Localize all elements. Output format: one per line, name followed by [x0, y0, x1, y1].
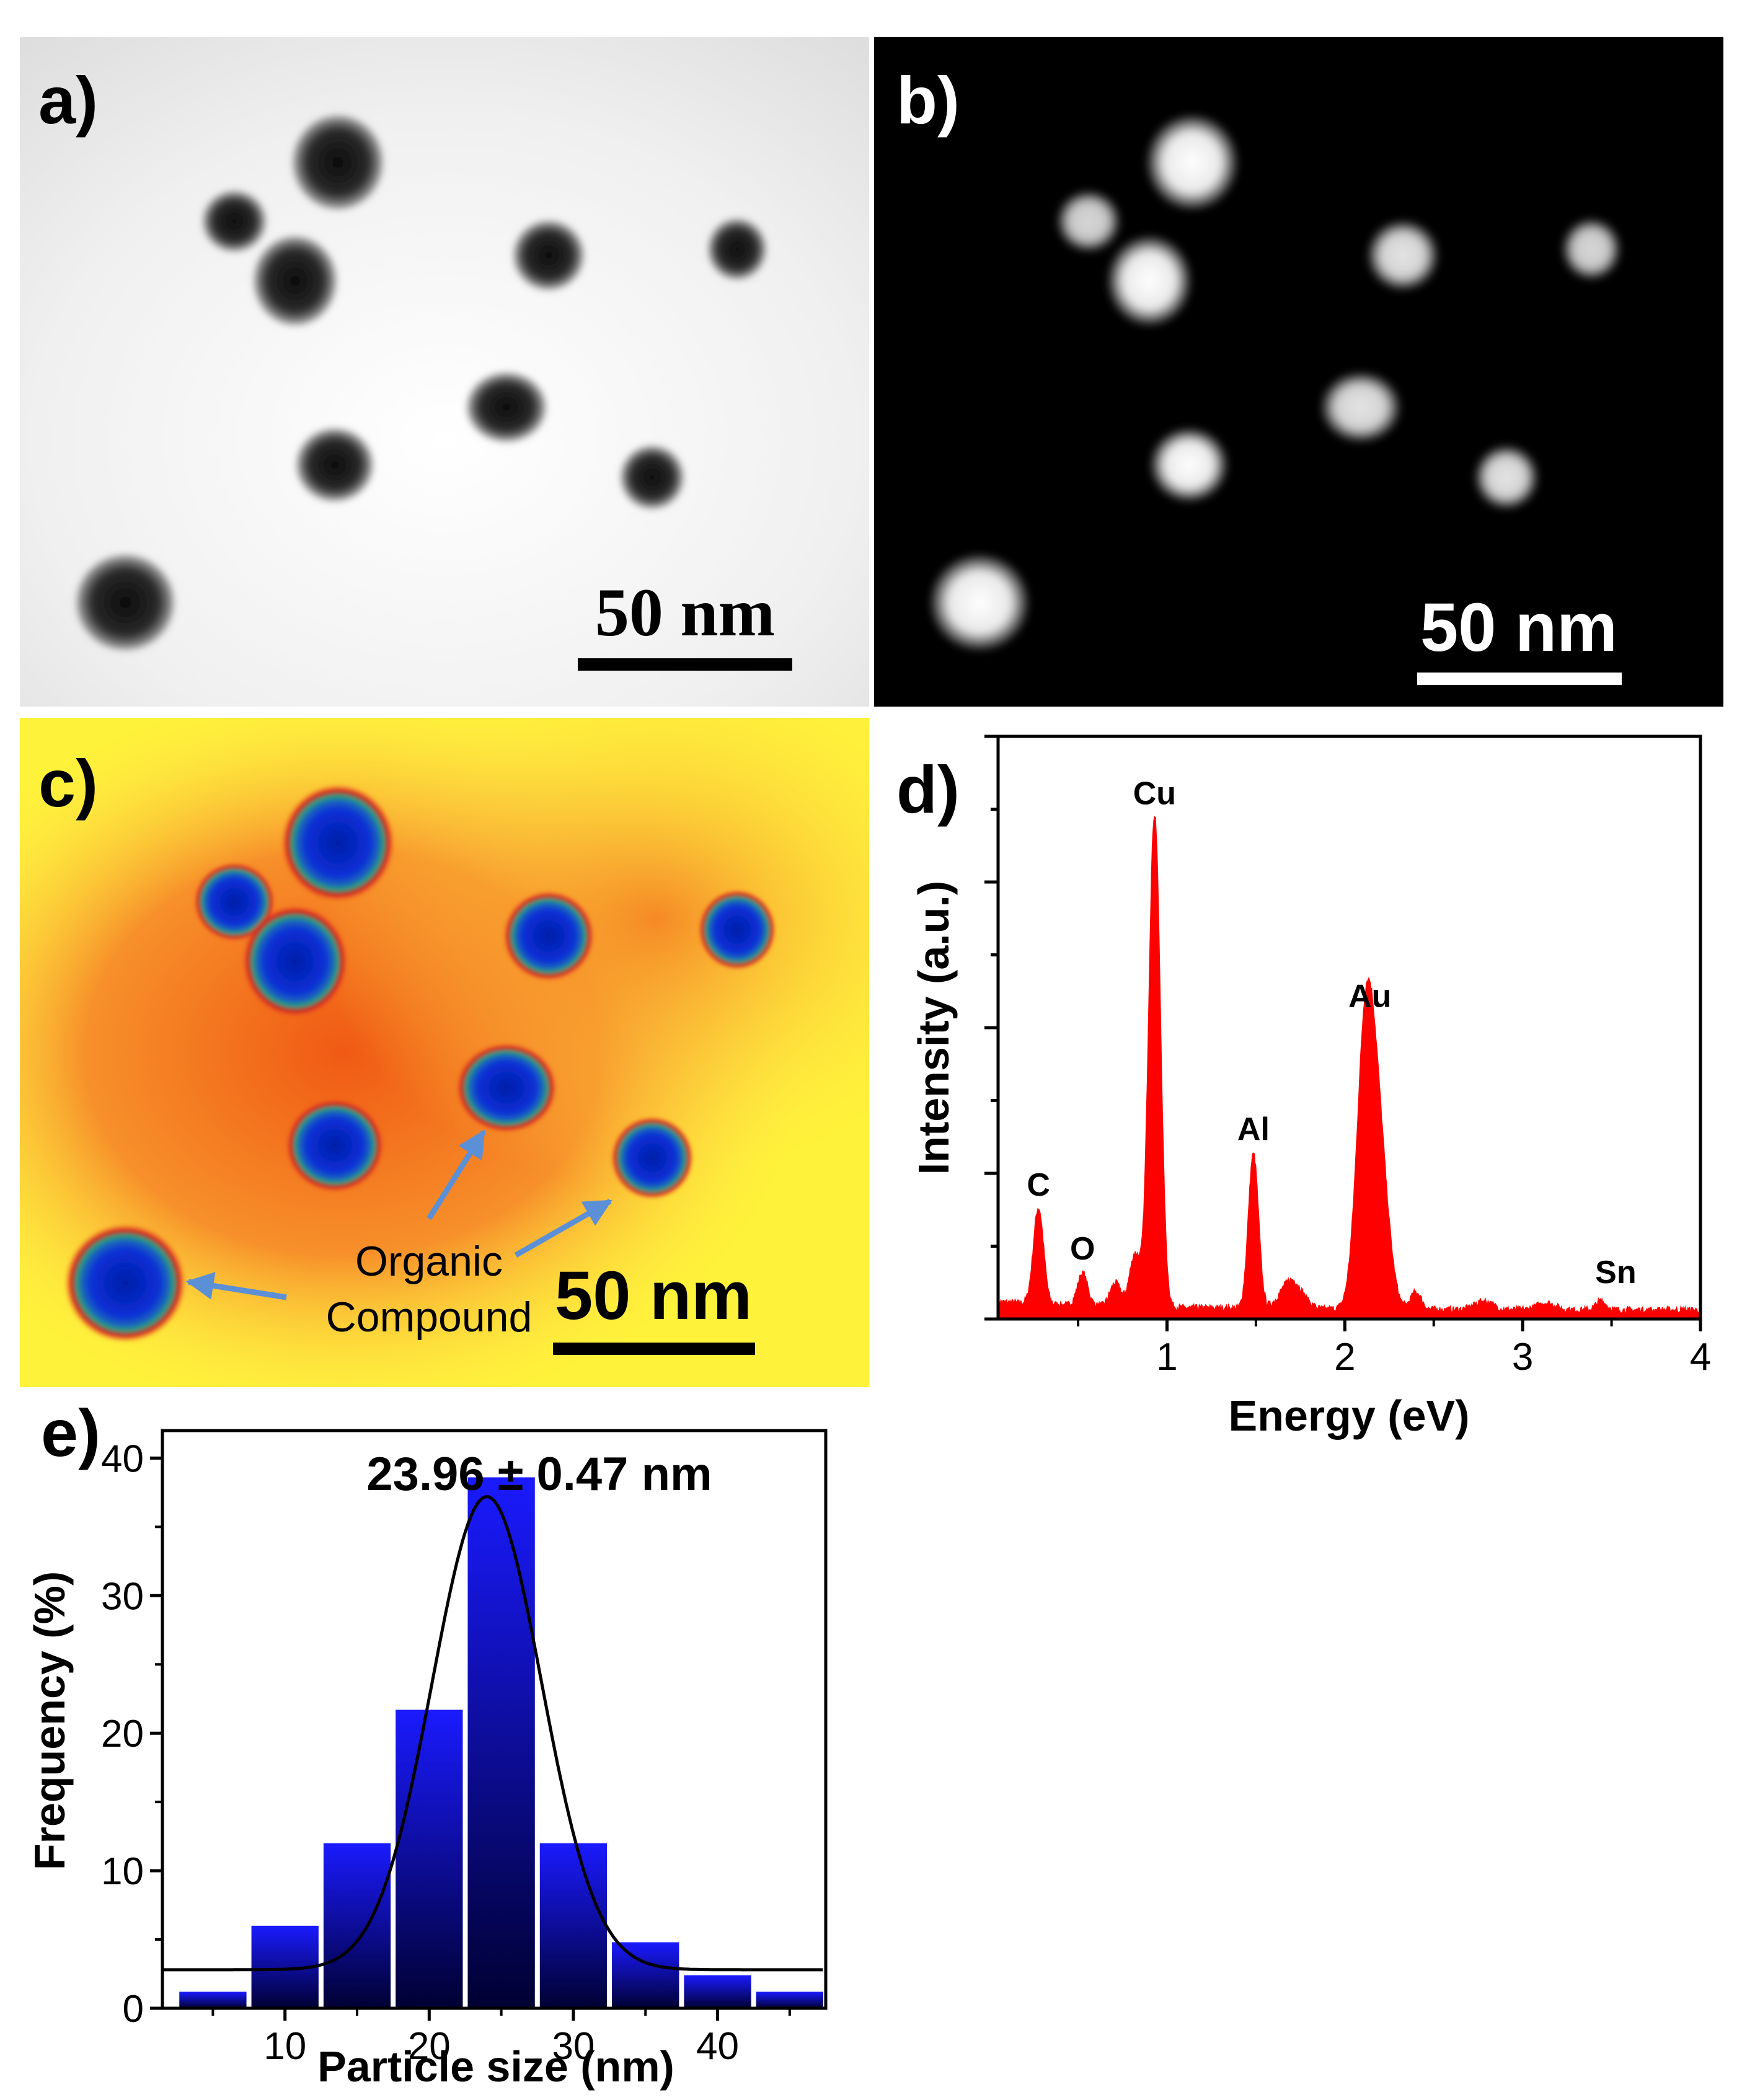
peak-label-sn: Sn [1595, 1255, 1636, 1290]
x-tick-label: 2 [1334, 1336, 1355, 1379]
nanoparticle [456, 1043, 557, 1133]
y-tick-label: 0 [123, 1988, 144, 2031]
nanoparticle [1368, 221, 1438, 289]
annotation-arrow [514, 1199, 612, 1258]
panel-a-tem-image: 50 nm a) [20, 37, 869, 707]
annotation-arrow [427, 1129, 486, 1220]
y-tick-label: 40 [101, 1437, 144, 1480]
gaussian-fit-curve [162, 1495, 823, 1972]
nanoparticle [514, 221, 583, 289]
panel-b-stem-image: 50 nm b) [874, 37, 1723, 707]
histogram-bar [396, 1710, 463, 2008]
x-tick-label: 40 [696, 2025, 739, 2068]
nanoparticle [611, 1116, 694, 1199]
nanoparticle [467, 373, 546, 441]
peak-label-al: Al [1237, 1111, 1270, 1147]
y-tick-label: 30 [101, 1575, 144, 1618]
nanoparticle [503, 891, 595, 981]
panel-label-c: c) [38, 746, 99, 821]
x-axis-label: Energy (eV) [1229, 1392, 1470, 1440]
nanoparticle [621, 446, 683, 508]
nanoparticle [1108, 237, 1190, 325]
tem-image-a: 50 nm [20, 37, 869, 707]
peak-label-c: C [1027, 1167, 1050, 1203]
plot-frame [161, 1429, 828, 2010]
nanoparticle [1151, 429, 1227, 501]
nanoparticle [293, 116, 382, 209]
histogram-bar [756, 1992, 823, 2008]
nanoparticle [285, 1098, 384, 1193]
histogram-bar [467, 1477, 535, 2008]
y-axis-label: Frequency (%) [25, 1571, 74, 1870]
x-tick-label: 20 [408, 2025, 451, 2068]
nanoparticle [1058, 192, 1120, 251]
histogram-chart: 10 20 30 40 0 10 20 30 40 23.96 ± 0.47 nm Parti… [25, 1429, 828, 2091]
scale-bar-label: 50 nm [595, 575, 775, 650]
nanoparticle [203, 192, 265, 251]
scale-bar [553, 1343, 755, 1355]
panel-label-e: e) [41, 1400, 101, 1470]
nanoparticle [64, 1224, 186, 1343]
eds-spectrum-area [997, 816, 1702, 1320]
panel-label-b: b) [896, 63, 960, 138]
annotation-line-1: Organic [355, 1238, 503, 1285]
nanoparticle [709, 219, 766, 279]
annotation-line-2: Compound [326, 1294, 533, 1341]
x-tick-label: 1 [1156, 1336, 1177, 1379]
nanoparticle [1322, 373, 1400, 441]
x-tick-label: 3 [1512, 1336, 1533, 1379]
annotation-arrow [185, 1272, 287, 1300]
nanoparticle [1147, 116, 1237, 209]
scale-bar-label: 50 nm [1420, 589, 1617, 666]
fit-result-label: 23.96 ± 0.47 nm [366, 1448, 712, 1501]
y-tick-label: 20 [101, 1713, 144, 1755]
scale-bar [578, 658, 792, 671]
y-axis-label: Intensity (a.u.) [909, 881, 958, 1175]
panel-label-d: d) [896, 752, 960, 827]
scale-bar [1417, 673, 1622, 685]
nanoparticle [281, 784, 395, 902]
stem-image-b: 50 nm [874, 37, 1723, 707]
y-tick-label: 10 [101, 1850, 144, 1893]
x-tick-label: 4 [1690, 1336, 1711, 1379]
histogram-bar [684, 1975, 751, 2008]
x-tick-label: 10 [263, 2025, 306, 2068]
nanoparticle [698, 889, 776, 970]
plot-frame [996, 735, 1702, 1321]
nanoparticle [254, 237, 336, 325]
nanoparticle [193, 862, 275, 942]
nanoparticle [297, 429, 373, 501]
panel-c-false-color-image: Organic Compound 50 nm c) [20, 718, 869, 1387]
x-axis-label: Particle size (nm) [317, 2042, 674, 2091]
nanoparticle [1475, 446, 1537, 508]
x-tick-label: 30 [552, 2025, 595, 2068]
panel-d-eds-spectrum: 1 2 3 4 C O Cu Al Au Sn Energy (eV) Intensity (a… [874, 718, 1742, 1462]
nanoparticle [931, 555, 1028, 650]
peak-label-cu: Cu [1133, 776, 1176, 812]
panel-label-a: a) [38, 63, 99, 138]
histogram-bar [179, 1992, 247, 2008]
histogram-bar [323, 1843, 391, 2008]
nanoparticle [242, 905, 348, 1018]
nanoparticle [1563, 219, 1620, 279]
peak-label-au: Au [1348, 979, 1391, 1015]
histogram-bar [539, 1843, 608, 2008]
scale-bar-label: 50 nm [555, 1258, 752, 1334]
panel-e-size-histogram: 10 20 30 40 0 10 20 30 40 23.96 ± 0.47 nm Parti… [0, 1400, 868, 2100]
peak-label-o: O [1070, 1231, 1095, 1267]
false-color-image-c: Organic Compound 50 nm [20, 718, 869, 1387]
histogram-bar [612, 1942, 679, 2008]
nanoparticle [77, 555, 174, 650]
eds-chart: 1 2 3 4 CO Cu Al Au Sn Energy (eV) Intensity (a… [909, 735, 1711, 1440]
